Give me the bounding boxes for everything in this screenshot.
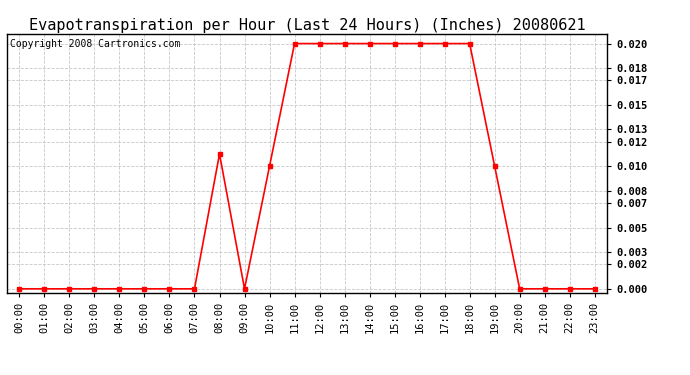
Title: Evapotranspiration per Hour (Last 24 Hours) (Inches) 20080621: Evapotranspiration per Hour (Last 24 Hou… xyxy=(29,18,585,33)
Text: Copyright 2008 Cartronics.com: Copyright 2008 Cartronics.com xyxy=(10,39,180,49)
